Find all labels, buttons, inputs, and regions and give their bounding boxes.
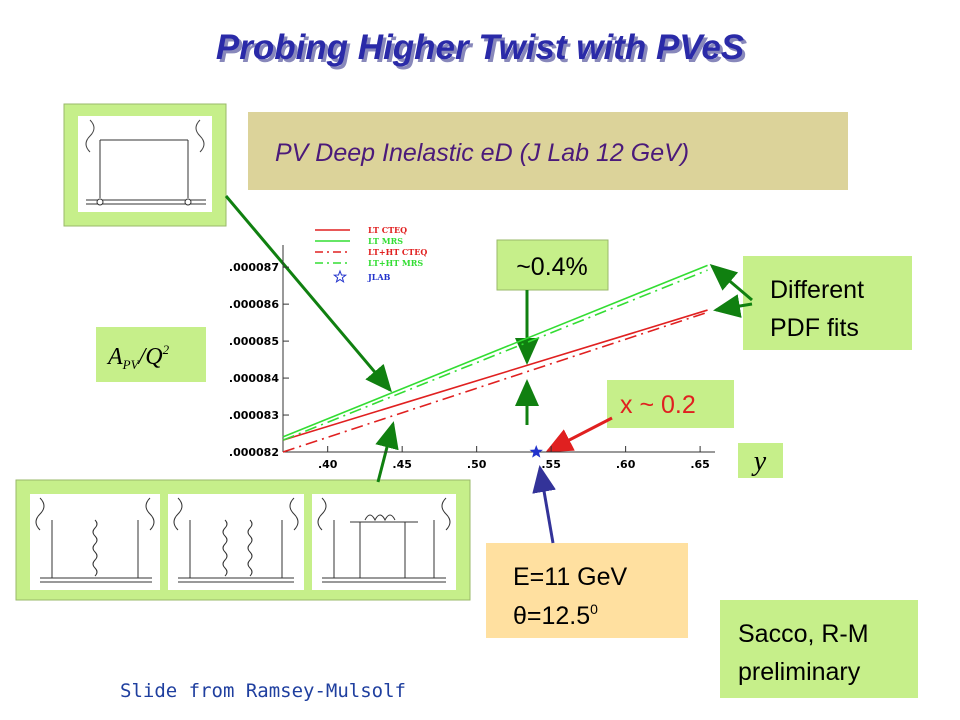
tree-diagram [63, 103, 227, 227]
title: Probing Higher Twist with PVeS [216, 28, 744, 67]
quantity-box [96, 327, 206, 382]
legend-label: JLAB [367, 272, 391, 282]
authors-label: Sacco, R-M [738, 620, 869, 648]
headline: PV Deep Inelastic eD (J Lab 12 GeV) [275, 139, 689, 167]
y-tick-label: .000084 [229, 372, 279, 385]
pdf-label: Different [770, 276, 864, 304]
series-line [282, 264, 708, 438]
y-tick-label: .000083 [229, 409, 279, 422]
plot: .000082 .000083 .000084 .000085 .000086 .0000… [229, 225, 715, 471]
x-tick-label: .60 [616, 458, 636, 471]
y-tick-label: .000082 [229, 446, 279, 459]
difference-label: ~0.4% [516, 253, 588, 281]
x-box [607, 380, 734, 428]
x-tick-label: .55 [541, 458, 561, 471]
legend-swatch [332, 269, 348, 284]
x-label: x ~ 0.2 [620, 391, 696, 419]
pdf-box [743, 256, 912, 350]
legend-label: LT+HT CTEQ [368, 247, 427, 257]
series-line [282, 269, 708, 441]
pdf-label: PDF fits [770, 314, 859, 342]
legend-label: LT+HT MRS [368, 258, 423, 268]
authors-box [720, 600, 918, 698]
footer: Slide from Ramsey-Mulsolf [120, 680, 406, 702]
y-tick-label: .000087 [229, 261, 279, 274]
legend-label: LT CTEQ [368, 225, 407, 235]
arrows [224, 195, 753, 544]
legend-label: LT MRS [368, 236, 403, 246]
y-label: y [751, 446, 767, 477]
y-box [738, 443, 783, 478]
y-tick-label: .000086 [229, 298, 279, 311]
series-line [282, 311, 708, 453]
series-line [282, 309, 708, 441]
x-tick-label: .65 [690, 458, 710, 471]
authors-label: preliminary [738, 658, 861, 686]
higher-twist-diagrams [15, 479, 471, 601]
x-tick-label: .40 [318, 458, 338, 471]
x-tick-label: .50 [467, 458, 487, 471]
x-tick-label: .45 [392, 458, 412, 471]
difference-box [496, 239, 609, 291]
headline-box [248, 112, 848, 190]
kinematics-box [486, 543, 688, 638]
quantity-label: APV/Q2 [106, 342, 170, 372]
marker-point [529, 445, 543, 458]
angle-label: θ=12.50 [513, 601, 598, 630]
y-tick-label: .000085 [229, 335, 279, 348]
title-shadow: Probing Higher Twist with PVeS [219, 31, 747, 70]
energy-label: E=11 GeV [513, 563, 628, 591]
